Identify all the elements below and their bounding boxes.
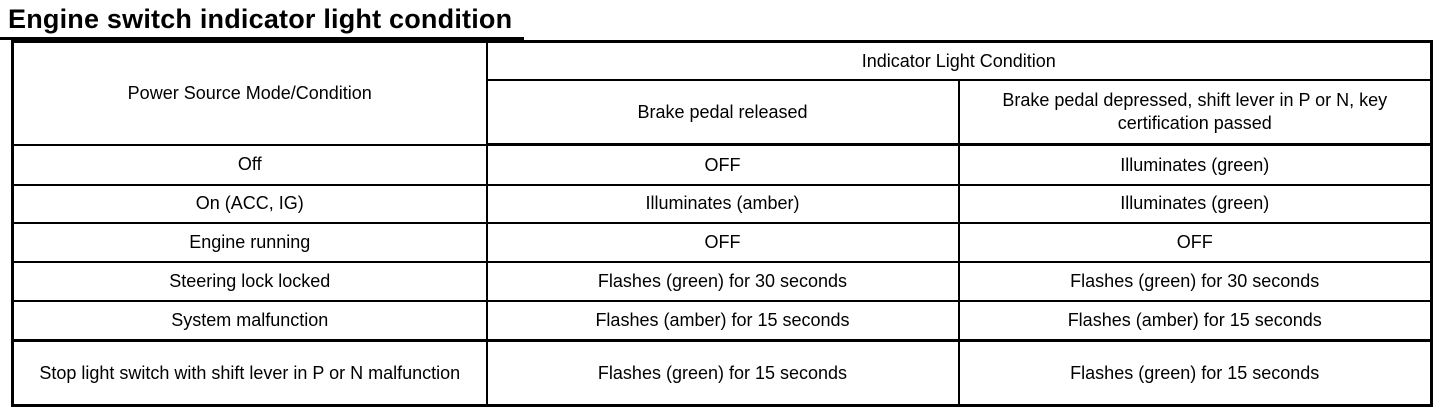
table-header: Power Source Mode/Condition Indicator Li…	[11, 40, 1433, 146]
condition-cell: Stop light switch with shift lever in P …	[11, 339, 488, 407]
depressed-cell: Illuminates (green)	[957, 183, 1433, 224]
depressed-cell: Flashes (green) for 30 seconds	[957, 260, 1433, 302]
depressed-cell: Flashes (amber) for 15 seconds	[957, 299, 1433, 342]
header-group-row: Power Source Mode/Condition Indicator Li…	[11, 40, 1433, 146]
table-row: Engine running OFF OFF	[11, 221, 1433, 263]
condition-cell: Engine running	[11, 221, 488, 263]
released-cell: OFF	[485, 143, 960, 186]
released-cell: Flashes (green) for 30 seconds	[485, 260, 960, 302]
column-header-brake-pedal-depressed: Brake pedal depressed, shift lever in P …	[957, 78, 1433, 146]
column-group-header-indicator-light-condition: Indicator Light Condition	[485, 40, 1433, 81]
table-row: System malfunction Flashes (amber) for 1…	[11, 299, 1433, 342]
released-cell: Illuminates (amber)	[485, 183, 960, 224]
indicator-light-table: Power Source Mode/Condition Indicator Li…	[11, 40, 1433, 407]
table-body: Off OFF Illuminates (green) On (ACC, IG)…	[11, 143, 1433, 407]
released-cell: Flashes (amber) for 15 seconds	[485, 299, 960, 342]
condition-cell: Steering lock locked	[11, 260, 488, 302]
table-row: On (ACC, IG) Illuminates (amber) Illumin…	[11, 183, 1433, 224]
released-cell: OFF	[485, 221, 960, 263]
column-header-brake-pedal-released: Brake pedal released	[485, 78, 960, 146]
released-cell: Flashes (green) for 15 seconds	[485, 339, 960, 407]
condition-cell: Off	[11, 143, 488, 186]
table-row: Steering lock locked Flashes (green) for…	[11, 260, 1433, 302]
depressed-cell: Illuminates (green)	[957, 143, 1433, 186]
table-row: Off OFF Illuminates (green)	[11, 143, 1433, 186]
column-header-power-source-mode: Power Source Mode/Condition	[11, 40, 488, 146]
condition-cell: System malfunction	[11, 299, 488, 342]
depressed-cell: Flashes (green) for 15 seconds	[957, 339, 1433, 407]
header-sub-row: Brake pedal released Brake pedal depress…	[13, 78, 1433, 146]
condition-cell: On (ACC, IG)	[11, 183, 488, 224]
table-row: Stop light switch with shift lever in P …	[11, 339, 1433, 407]
depressed-cell: OFF	[957, 221, 1433, 263]
page-title: Engine switch indicator light condition	[0, 6, 525, 40]
